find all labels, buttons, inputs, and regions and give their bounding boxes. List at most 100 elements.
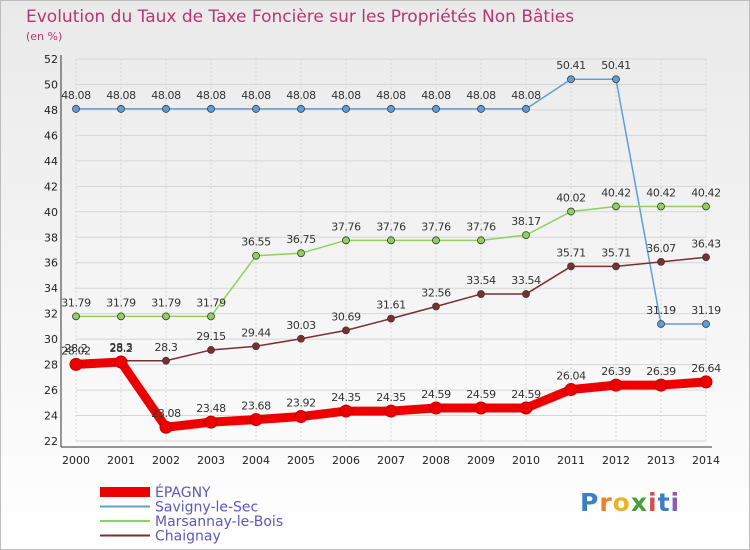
data-label: 48.08 [466, 89, 496, 102]
data-point [342, 236, 350, 245]
y-tick-label: 38 [44, 231, 58, 244]
data-point [657, 202, 665, 211]
data-point [519, 401, 533, 415]
data-label: 28.02 [61, 344, 91, 357]
data-label: 28.2 [65, 342, 88, 355]
logo-letter: o [612, 488, 631, 517]
data-label: 31.19 [691, 304, 721, 317]
data-label: 50.41 [556, 59, 586, 72]
data-label: 26.64 [691, 362, 721, 375]
data-label: 29.15 [196, 330, 226, 343]
data-label: 40.42 [601, 186, 631, 199]
data-point [657, 257, 665, 266]
data-point [387, 105, 395, 113]
data-point [294, 410, 308, 424]
series-marsannay-le-bois: 31.79 31.79 31.79 31.79 36.55 36.75 37.76 37.76… [61, 186, 721, 321]
legend-label: ÉPAGNY [155, 484, 211, 501]
x-tick-label: 2011 [557, 454, 585, 467]
data-point [522, 231, 530, 240]
data-label: 24.35 [331, 391, 361, 404]
data-point [702, 253, 710, 262]
x-tick-label: 2005 [287, 454, 315, 467]
data-point [612, 202, 620, 211]
proxiti-logo: Proxiti [580, 488, 690, 524]
x-tick-label: 2008 [422, 454, 450, 467]
data-label: 37.76 [331, 220, 361, 233]
data-point [252, 251, 260, 260]
y-tick-label: 22 [44, 435, 58, 448]
data-label: 37.76 [466, 220, 496, 233]
data-label: 31.79 [61, 296, 91, 309]
data-point [162, 105, 170, 113]
data-label: 48.08 [421, 89, 451, 102]
data-label: 30.69 [331, 310, 361, 323]
x-tick-label: 2007 [377, 454, 405, 467]
data-point [657, 320, 665, 328]
logo-letter: i [670, 488, 681, 517]
data-label: 23.08 [151, 407, 181, 420]
x-tick-label: 2001 [107, 454, 135, 467]
data-label: 48.08 [241, 89, 271, 102]
data-point [204, 415, 218, 429]
data-point [609, 378, 623, 392]
data-label: 31.61 [376, 299, 406, 312]
series-savigny-le-sec: 48.08 48.08 48.08 48.08 48.08 48.08 48.08 48.08… [61, 59, 722, 328]
legend-label: Chaignay [155, 529, 221, 545]
data-label: 29.44 [241, 326, 271, 339]
data-point [252, 105, 260, 113]
data-label: 36.55 [241, 236, 271, 249]
data-point [654, 378, 668, 392]
data-point [297, 249, 305, 258]
data-label: 31.79 [196, 296, 226, 309]
data-point [117, 312, 125, 321]
data-point [564, 383, 578, 397]
data-label: 26.04 [556, 370, 586, 383]
data-label: 36.75 [286, 233, 316, 246]
data-label: 48.08 [106, 89, 136, 102]
data-point [342, 326, 350, 335]
data-point [69, 357, 83, 371]
x-tick-label: 2003 [197, 454, 225, 467]
data-label: 28.2 [110, 342, 133, 355]
data-point [432, 236, 440, 245]
data-label: 48.08 [151, 89, 181, 102]
data-label: 24.59 [511, 388, 541, 401]
axes: 22 24 26 28 30 32 34 36 38 40 42 44 46 48 50 52 2000 2001… [44, 53, 720, 467]
x-tick-label: 2006 [332, 454, 360, 467]
data-point [384, 404, 398, 418]
data-label: 48.08 [376, 89, 406, 102]
y-tick-label: 36 [44, 257, 58, 270]
data-point [612, 262, 620, 271]
data-point [477, 105, 485, 113]
data-label: 24.35 [376, 391, 406, 404]
data-point [387, 314, 395, 323]
legend-label: Marsannay-le-Bois [155, 514, 283, 530]
logo-letter: P [580, 488, 600, 517]
series-chaignay: 28.2 28.3 28.329.15 29.4430.0330.6931.6132.… [65, 237, 722, 366]
data-label: 24.59 [466, 388, 496, 401]
data-point [342, 105, 350, 113]
logo-letter: x [630, 488, 648, 517]
x-tick-label: 2013 [647, 454, 675, 467]
logo-letter: t [657, 488, 671, 517]
chart-subtitle: (en %) [26, 30, 62, 43]
y-tick-label: 42 [44, 180, 58, 193]
data-label: 35.71 [601, 246, 631, 259]
data-point [207, 312, 215, 321]
data-point [612, 75, 620, 84]
data-point [207, 105, 215, 113]
data-point [297, 334, 305, 343]
data-label: 48.08 [61, 89, 91, 102]
y-tick-label: 28 [44, 359, 58, 372]
legend: ÉPAGNYSavigny-le-SecMarsannay-le-BoisCha… [100, 484, 283, 545]
x-tick-label: 2009 [467, 454, 495, 467]
data-point [567, 262, 575, 271]
data-point [522, 290, 530, 298]
data-label: 48.08 [331, 89, 361, 102]
data-point [567, 207, 575, 216]
data-point [567, 75, 575, 84]
data-label: 50.41 [601, 59, 631, 72]
data-point [432, 302, 440, 311]
data-point [249, 413, 263, 427]
